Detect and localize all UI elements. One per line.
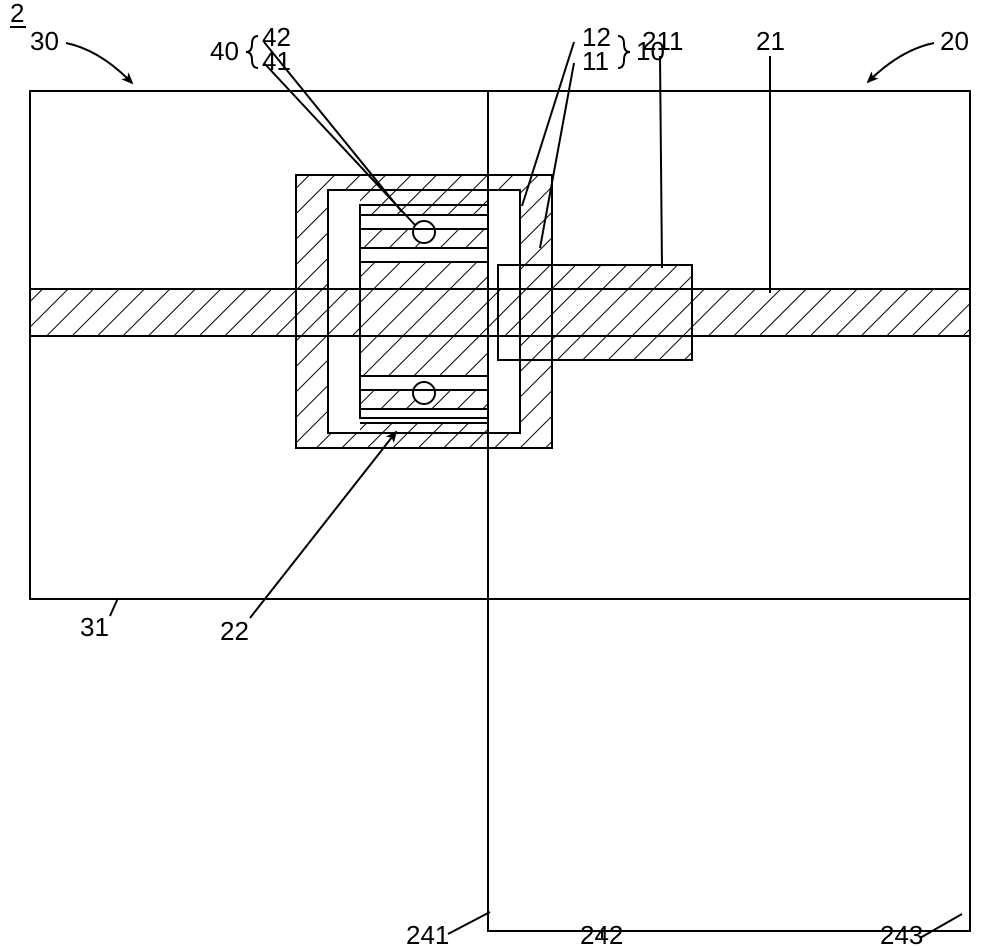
labels: 2 30 20 40 42 41 12 11 10 211 21 31 22 2… (10, 0, 969, 947)
fig-number: 2 (10, 0, 24, 28)
label-243: 243 (880, 920, 923, 947)
leaders (10, 27, 962, 938)
label-21: 21 (756, 26, 785, 56)
label-241: 241 (406, 920, 449, 947)
label-31: 31 (80, 612, 109, 642)
label-20: 20 (940, 26, 969, 56)
label-242: 242 (580, 920, 623, 947)
label-30: 30 (30, 26, 59, 56)
label-40: 40 (210, 36, 239, 66)
label-41: 41 (262, 46, 291, 76)
label-11: 11 (582, 46, 609, 76)
label-211: 211 (642, 26, 683, 56)
hatched-sections (0, 0, 1000, 947)
label-22: 22 (220, 616, 249, 646)
